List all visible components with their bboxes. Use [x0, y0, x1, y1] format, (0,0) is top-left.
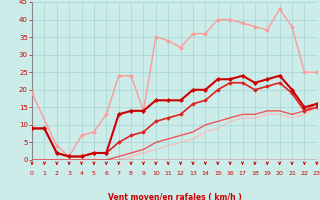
X-axis label: Vent moyen/en rafales ( km/h ): Vent moyen/en rafales ( km/h ): [108, 193, 241, 200]
